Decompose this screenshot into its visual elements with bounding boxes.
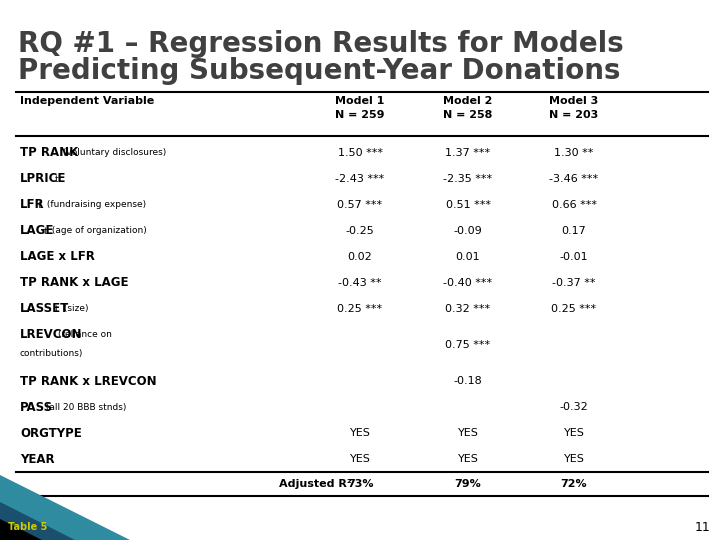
Text: t: t	[43, 227, 47, 237]
Text: TP RANK x LREVCON: TP RANK x LREVCON	[20, 375, 157, 388]
Polygon shape	[0, 519, 42, 540]
Text: Model 1: Model 1	[336, 96, 384, 106]
Text: (fundraising expense): (fundraising expense)	[44, 200, 146, 210]
Text: YES: YES	[458, 454, 478, 464]
Text: (reliance on: (reliance on	[58, 330, 112, 339]
Text: RQ #1 – Regression Results for Models: RQ #1 – Regression Results for Models	[18, 30, 624, 58]
Text: Independent Variable: Independent Variable	[20, 96, 154, 106]
Text: YES: YES	[350, 428, 370, 438]
Text: 0.25 ***: 0.25 ***	[338, 303, 382, 314]
Text: 0.02: 0.02	[348, 252, 372, 262]
Text: TP RANK: TP RANK	[20, 146, 78, 159]
Text: -0.01: -0.01	[559, 252, 588, 262]
Text: 0.01: 0.01	[456, 252, 480, 262]
Text: LFR: LFR	[20, 198, 45, 211]
Text: contributions): contributions)	[20, 349, 84, 358]
Text: 1.37 ***: 1.37 ***	[446, 148, 490, 158]
Text: 0.32 ***: 0.32 ***	[446, 303, 490, 314]
Text: 79%: 79%	[454, 479, 482, 489]
Text: 0.17: 0.17	[562, 226, 586, 236]
Text: t: t	[55, 176, 58, 184]
Text: 72%: 72%	[561, 479, 588, 489]
Text: (age of organization): (age of organization)	[50, 226, 147, 235]
Text: -0.37 **: -0.37 **	[552, 278, 595, 288]
Text: 1.30 **: 1.30 **	[554, 148, 594, 158]
Text: (voluntary disclosures): (voluntary disclosures)	[60, 148, 166, 158]
Text: YES: YES	[458, 428, 478, 438]
Text: -0.40 ***: -0.40 ***	[444, 278, 492, 288]
Text: 0.66 ***: 0.66 ***	[552, 200, 596, 210]
Text: Table 5: Table 5	[8, 522, 48, 532]
Text: PASS: PASS	[20, 401, 53, 414]
Text: -0.43 **: -0.43 **	[338, 278, 382, 288]
Text: YES: YES	[564, 428, 585, 438]
Text: t: t	[55, 305, 58, 314]
Text: 73%: 73%	[347, 479, 373, 489]
Text: ORGTYPE: ORGTYPE	[20, 427, 82, 440]
Text: LASSET: LASSET	[20, 302, 69, 315]
Text: -0.09: -0.09	[454, 226, 482, 236]
Text: LPRICE: LPRICE	[20, 172, 66, 185]
Text: -2.35 ***: -2.35 ***	[444, 174, 492, 184]
Text: 0.57 ***: 0.57 ***	[338, 200, 382, 210]
Text: -2.43 ***: -2.43 ***	[336, 174, 384, 184]
Text: Model 3: Model 3	[549, 96, 598, 106]
Text: -0.25: -0.25	[346, 226, 374, 236]
Text: -0.32: -0.32	[559, 402, 588, 412]
Text: TP RANK x LAGE: TP RANK x LAGE	[20, 276, 128, 289]
Text: 0.25 ***: 0.25 ***	[552, 303, 597, 314]
Text: 0.75 ***: 0.75 ***	[446, 340, 490, 350]
Text: YES: YES	[564, 454, 585, 464]
Text: -0.18: -0.18	[454, 376, 482, 386]
Text: (size): (size)	[60, 304, 88, 313]
Text: 11: 11	[694, 521, 710, 534]
Text: 1.50 ***: 1.50 ***	[338, 148, 382, 158]
Polygon shape	[0, 475, 130, 540]
Text: LAGE x LFR: LAGE x LFR	[20, 250, 95, 263]
Text: (all 20 BBB stnds): (all 20 BBB stnds)	[43, 403, 127, 411]
Text: Model 2: Model 2	[444, 96, 492, 106]
Text: LAGE: LAGE	[20, 224, 55, 237]
Text: N = 203: N = 203	[549, 110, 598, 120]
Text: YEAR: YEAR	[20, 453, 55, 465]
Polygon shape	[0, 502, 75, 540]
Text: t: t	[37, 201, 42, 211]
Text: -3.46 ***: -3.46 ***	[549, 174, 598, 184]
Text: YES: YES	[350, 454, 370, 464]
Text: N = 258: N = 258	[444, 110, 492, 120]
Text: LREVCON: LREVCON	[20, 328, 83, 341]
Text: Predicting Subsequent-Year Donations: Predicting Subsequent-Year Donations	[18, 57, 621, 85]
Text: 0.51 ***: 0.51 ***	[446, 200, 490, 210]
Text: N = 259: N = 259	[336, 110, 384, 120]
Text: Adjusted R²: Adjusted R²	[279, 479, 352, 489]
